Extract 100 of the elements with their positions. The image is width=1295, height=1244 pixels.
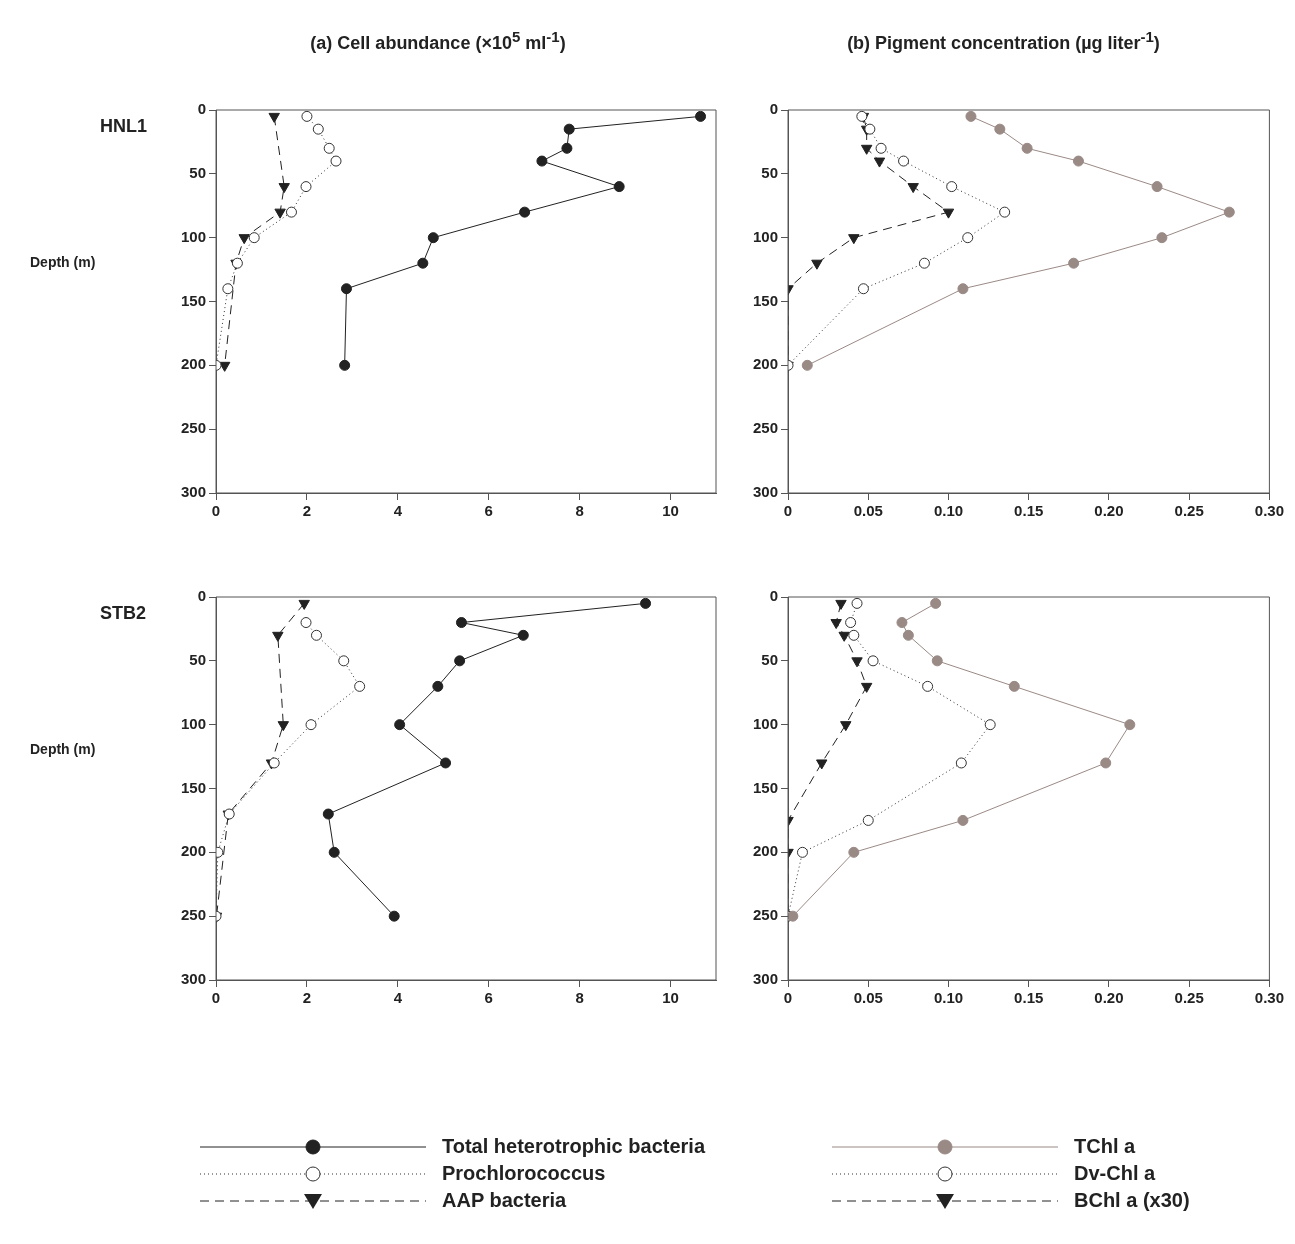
y-tick-label: 200	[181, 842, 207, 860]
x-tick-label: 0.10	[933, 502, 964, 520]
point	[830, 619, 842, 630]
point	[310, 629, 322, 641]
point	[955, 757, 967, 769]
point	[860, 682, 873, 693]
x-tick-label: 4	[393, 502, 403, 520]
y-tick-label: 100	[753, 714, 779, 732]
y-axis-title: Depth (m)	[30, 254, 96, 270]
x-tick-label: 0	[783, 989, 793, 1007]
y-tick-label: 150	[753, 291, 779, 309]
point	[957, 283, 969, 295]
text: TChl a	[1074, 1135, 1136, 1158]
point	[454, 655, 466, 667]
y-tick-label: 50	[761, 650, 779, 668]
y-tick-label: 300	[181, 970, 207, 988]
x-tick-label: 0.30	[1254, 502, 1284, 520]
point	[801, 359, 813, 371]
text: AAP bacteria	[442, 1189, 567, 1212]
x-tick-label: 0.25	[1174, 502, 1204, 520]
x-tick-label: 0.20	[1094, 989, 1124, 1007]
point	[300, 617, 312, 629]
point	[312, 123, 324, 135]
point	[896, 617, 908, 629]
point	[845, 617, 857, 629]
y-tick-label: 200	[181, 355, 207, 373]
point	[238, 234, 250, 245]
y-tick-label: 250	[753, 906, 779, 924]
y-axis-title: Depth (m)	[30, 741, 96, 757]
point	[946, 181, 958, 193]
x-tick-label: 10	[662, 989, 679, 1007]
point	[519, 206, 531, 218]
point	[222, 283, 234, 295]
point	[563, 123, 575, 135]
point	[322, 808, 334, 820]
point	[328, 846, 340, 858]
point	[613, 181, 625, 193]
point	[965, 110, 977, 122]
y-tick-label: 300	[753, 970, 779, 988]
y-tick-label: 0	[769, 100, 779, 118]
x-tick-label: 0.15	[1014, 989, 1044, 1007]
point	[354, 680, 366, 692]
point	[898, 155, 910, 167]
point	[811, 259, 823, 270]
point	[1223, 206, 1235, 218]
point	[536, 155, 548, 167]
y-tick-label: 50	[761, 163, 779, 181]
y-tick-label: 200	[753, 842, 779, 860]
point	[1156, 232, 1168, 244]
point	[1124, 719, 1136, 731]
point	[860, 144, 873, 155]
x-tick-label: 8	[575, 502, 584, 520]
point	[517, 629, 529, 641]
point	[867, 655, 879, 667]
point	[1021, 142, 1033, 154]
point	[272, 631, 284, 642]
x-tick-label: 0	[211, 502, 221, 520]
y-tick-label: 0	[197, 587, 207, 605]
text: Dv-Chl a	[1074, 1162, 1156, 1185]
point	[848, 846, 860, 858]
point	[838, 631, 850, 642]
x-tick-label: 0	[211, 989, 221, 1007]
point	[340, 283, 352, 295]
y-tick-label: 250	[753, 419, 779, 437]
y-tick-label: 300	[181, 483, 207, 501]
x-tick-label: 0.15	[1014, 502, 1044, 520]
point	[930, 597, 942, 609]
point	[848, 629, 860, 641]
x-tick-label: 0	[783, 502, 793, 520]
x-tick-label: 0.10	[933, 989, 964, 1007]
point	[984, 719, 996, 731]
y-tick-label: 150	[753, 778, 779, 796]
point	[305, 719, 317, 731]
point	[857, 283, 869, 295]
x-tick-label: 0.30	[1254, 989, 1284, 1007]
x-tick-label: 6	[484, 989, 493, 1007]
point	[1072, 155, 1084, 167]
point	[695, 110, 707, 122]
y-tick-label: 200	[753, 355, 779, 373]
y-tick-label: 0	[769, 587, 779, 605]
x-tick-label: 2	[302, 502, 312, 520]
y-tick-label: 50	[189, 650, 207, 668]
point	[862, 814, 874, 826]
point	[788, 910, 799, 922]
point	[440, 757, 452, 769]
y-tick-label: 100	[181, 714, 207, 732]
point	[1008, 680, 1020, 692]
y-tick-label: 0	[197, 100, 207, 118]
x-tick-label: 0.25	[1174, 989, 1204, 1007]
point	[394, 719, 406, 731]
point	[388, 910, 400, 922]
point	[922, 680, 934, 692]
chart-title: (a) Cell abundance (×10$^{5}$ ml$^{-1}$)	[309, 28, 567, 54]
x-tick-label: 0.05	[853, 989, 883, 1007]
x-tick-label: 6	[484, 502, 493, 520]
y-tick-label: 250	[181, 906, 207, 924]
x-tick-label: 4	[393, 989, 403, 1007]
point	[268, 112, 280, 123]
text: Prochlorococcus	[442, 1162, 606, 1185]
point	[796, 846, 808, 858]
